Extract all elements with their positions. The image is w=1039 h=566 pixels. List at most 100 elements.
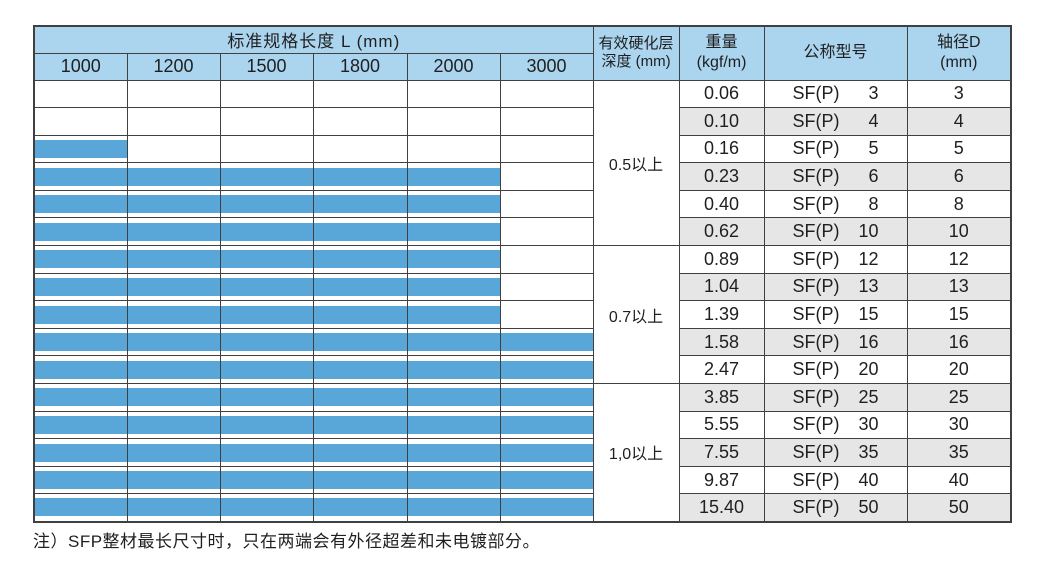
table-row: 7.55 SF(P) 35 35 — [33, 438, 1012, 467]
length-cell — [312, 465, 408, 495]
length-cell — [312, 438, 408, 467]
availability-bar-segment — [221, 222, 312, 241]
header-length-2000: 2000 — [406, 52, 501, 81]
model-size: 3 — [868, 83, 879, 104]
length-cell — [219, 272, 314, 302]
availability-bar-segment — [408, 360, 499, 379]
model-prefix: SF(P) — [792, 83, 840, 104]
length-cell — [406, 107, 501, 136]
length-cell — [312, 410, 408, 440]
weight-cell: 0.23 — [678, 162, 765, 191]
weight-cell: 1.58 — [678, 327, 765, 357]
availability-bar-segment — [408, 250, 499, 269]
diameter-cell: 13 — [906, 272, 1012, 302]
availability-bar-segment — [221, 277, 312, 296]
availability-bar-segment — [221, 333, 312, 352]
length-cell — [406, 134, 501, 164]
availability-bar-segment — [501, 471, 593, 490]
hardened-depth-group-cell: 0.7以上 — [592, 245, 680, 385]
length-cell — [499, 410, 594, 440]
availability-bar-segment — [408, 471, 499, 490]
weight-cell: 1.04 — [678, 272, 765, 302]
length-cell — [219, 327, 314, 357]
model-size: 15 — [858, 304, 879, 325]
length-cell — [499, 245, 594, 274]
length-cell — [219, 217, 314, 247]
availability-bar-segment — [221, 195, 312, 214]
header-length-1800: 1800 — [312, 52, 408, 81]
diameter-cell: 25 — [906, 383, 1012, 412]
table-body: 0.5以上 0.06 SF(P) 3 3 0.10 SF(P) 4 4 0.16 SF(P) 5 5 0.… — [33, 79, 1012, 522]
diameter-cell: 35 — [906, 438, 1012, 467]
length-cell — [406, 410, 501, 440]
length-cell — [406, 217, 501, 247]
availability-bar-segment — [408, 498, 499, 517]
length-cell — [33, 79, 128, 109]
model-size: 10 — [858, 221, 879, 242]
model-size: 35 — [858, 442, 879, 463]
model-size: 5 — [868, 138, 879, 159]
length-cell — [219, 245, 314, 274]
model-name: SF(P) 20 — [793, 359, 879, 380]
header-length-1200: 1200 — [126, 52, 221, 81]
length-cell — [406, 189, 501, 219]
model-cell: SF(P) 13 — [763, 272, 908, 302]
availability-bar-segment — [221, 443, 312, 462]
header-hardened-depth: 有效硬化层 深度 (mm) — [592, 25, 680, 81]
model-name: SF(P) 10 — [793, 221, 879, 242]
availability-bar-segment — [314, 498, 406, 517]
model-prefix: SF(P) — [792, 359, 840, 380]
length-cell — [499, 355, 594, 385]
header-length-1500: 1500 — [219, 52, 314, 81]
length-cell — [126, 493, 221, 522]
header-weight-line1: 重量 — [705, 34, 738, 52]
model-cell: SF(P) 20 — [763, 355, 908, 385]
availability-bar-segment — [35, 277, 126, 296]
length-cell — [312, 300, 408, 329]
length-cell — [33, 189, 128, 219]
availability-bar-segment — [314, 415, 406, 434]
length-cell — [33, 300, 128, 329]
model-cell: SF(P) 50 — [763, 493, 908, 522]
length-cell — [219, 355, 314, 385]
length-cell — [499, 383, 594, 412]
model-prefix: SF(P) — [792, 138, 840, 159]
table-row: 9.87 SF(P) 40 40 — [33, 465, 1012, 495]
model-size: 13 — [858, 276, 879, 297]
table-row: 0.7以上 0.89 SF(P) 12 12 — [33, 245, 1012, 385]
table-row: 1.39 SF(P) 15 15 — [33, 300, 1012, 329]
length-cell — [33, 493, 128, 522]
hardened-depth-group-cell: 1,0以上 — [592, 383, 680, 522]
length-cell — [126, 465, 221, 495]
availability-bar-segment — [314, 222, 406, 241]
table-row: 5.55 SF(P) 30 30 — [33, 410, 1012, 440]
weight-cell: 9.87 — [678, 465, 765, 495]
availability-bar-segment — [408, 222, 499, 241]
availability-bar-segment — [35, 360, 126, 379]
model-prefix: SF(P) — [792, 248, 840, 269]
table-row: 1,0以上 3.85 SF(P) 25 25 — [33, 383, 1012, 522]
length-cell — [406, 162, 501, 191]
hardened-depth-group-cell: 0.5以上 — [592, 79, 680, 247]
model-name: SF(P) 40 — [793, 470, 879, 491]
length-cell — [312, 189, 408, 219]
availability-bar-segment — [408, 415, 499, 434]
model-cell: SF(P) 40 — [763, 465, 908, 495]
length-cell — [406, 493, 501, 522]
model-name: SF(P) 12 — [793, 249, 879, 270]
table-row: 0.5以上 0.06 SF(P) 3 3 — [33, 79, 1012, 247]
length-cell — [33, 327, 128, 357]
length-cell — [219, 465, 314, 495]
length-cell — [499, 217, 594, 247]
availability-bar-segment — [128, 195, 219, 214]
length-cell — [499, 107, 594, 136]
header-model: 公称型号 — [763, 25, 908, 81]
model-size: 4 — [868, 110, 879, 131]
model-size: 6 — [868, 166, 879, 187]
length-cell — [312, 493, 408, 522]
availability-bar-segment — [35, 305, 126, 324]
availability-bar-segment — [408, 388, 499, 407]
availability-bar-segment — [128, 222, 219, 241]
table-row: 1.04 SF(P) 13 13 — [33, 272, 1012, 302]
availability-bar-segment — [314, 305, 406, 324]
